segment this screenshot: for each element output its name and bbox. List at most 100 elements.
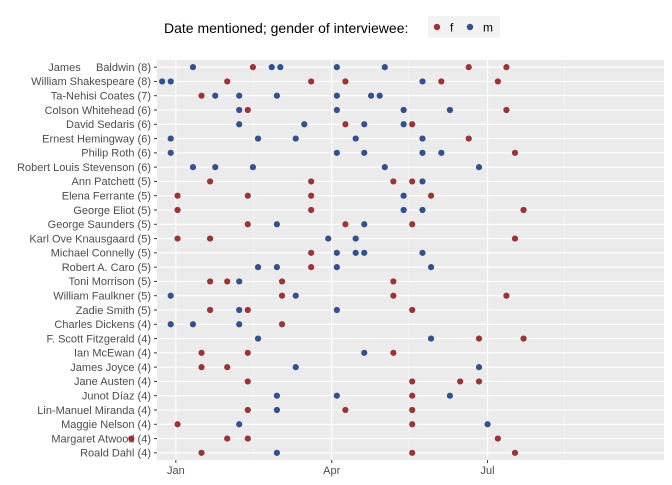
data-point-m bbox=[268, 64, 275, 71]
data-point-f bbox=[206, 306, 214, 314]
data-point-m bbox=[352, 249, 359, 256]
data-point-f bbox=[520, 206, 527, 214]
data-point-f bbox=[308, 78, 315, 85]
data-point-f bbox=[308, 178, 315, 185]
y-tick-label: Junot Díaz (4) bbox=[82, 391, 151, 403]
data-point-f bbox=[457, 378, 464, 385]
data-point-m bbox=[419, 249, 426, 256]
data-point-f bbox=[390, 292, 397, 299]
data-point-f bbox=[511, 235, 519, 242]
data-point-m bbox=[167, 149, 174, 156]
data-point-m bbox=[325, 235, 332, 242]
data-point-m bbox=[333, 149, 340, 156]
data-point-m bbox=[400, 206, 407, 214]
y-tick-label: Margaret Atwood (4) bbox=[51, 433, 151, 445]
data-point-m bbox=[236, 92, 243, 99]
data-point-m bbox=[273, 406, 280, 414]
data-point-m bbox=[333, 392, 340, 399]
data-point-f bbox=[174, 235, 181, 242]
data-point-m bbox=[167, 78, 174, 85]
data-point-m bbox=[400, 121, 407, 128]
data-point-m bbox=[236, 278, 243, 285]
data-point-m bbox=[419, 178, 426, 185]
data-point-m bbox=[292, 135, 299, 142]
legend: Date mentioned; gender of interviewee: f… bbox=[164, 16, 500, 38]
data-point-f bbox=[342, 121, 349, 128]
data-point-f bbox=[342, 221, 349, 228]
plot-panel bbox=[157, 60, 664, 460]
y-tick-label: Charles Dickens (4) bbox=[54, 319, 151, 331]
data-point-m bbox=[381, 64, 388, 71]
data-point-f bbox=[244, 349, 251, 356]
y-axis: James Baldwin (8) William Shakespeare (8)… bbox=[17, 62, 157, 460]
data-point-m bbox=[249, 164, 257, 171]
y-tick-label: Elena Ferrante (5) bbox=[62, 191, 151, 203]
data-point-m bbox=[427, 335, 435, 342]
legend-dot-f bbox=[433, 23, 441, 31]
data-point-f bbox=[390, 178, 397, 185]
data-point-f bbox=[249, 64, 257, 71]
y-tick-label: Lin-Manuel Miranda (4) bbox=[37, 405, 151, 417]
data-point-f bbox=[494, 435, 501, 442]
data-point-f bbox=[409, 449, 416, 456]
data-point-f bbox=[278, 278, 286, 285]
data-point-m bbox=[438, 149, 445, 156]
data-point-f bbox=[475, 335, 483, 342]
data-point-f bbox=[198, 449, 205, 456]
data-point-f bbox=[503, 106, 510, 114]
legend-label-f: f bbox=[450, 21, 454, 35]
data-point-f bbox=[224, 278, 231, 285]
data-point-f bbox=[511, 449, 519, 456]
data-point-m bbox=[333, 106, 340, 114]
legend-dot-m bbox=[466, 23, 474, 31]
data-point-m bbox=[273, 92, 280, 99]
data-point-f bbox=[409, 121, 416, 128]
data-point-f bbox=[278, 321, 286, 328]
y-tick-label: Robert Louis Stevenson (6) bbox=[17, 162, 151, 174]
data-point-f bbox=[409, 221, 416, 228]
data-point-f bbox=[409, 378, 416, 385]
data-point-m bbox=[236, 306, 243, 314]
y-tick-label: Karl Ove Knausgaard (5) bbox=[29, 233, 151, 245]
x-tick-label: Apr bbox=[323, 465, 340, 477]
data-point-m bbox=[352, 235, 359, 242]
legend-title: Date mentioned; gender of interviewee: bbox=[164, 20, 408, 36]
y-tick-label: Toni Morrison (5) bbox=[68, 276, 151, 288]
data-point-f bbox=[206, 235, 214, 242]
data-point-f bbox=[198, 349, 205, 356]
data-point-m bbox=[361, 149, 368, 156]
y-tick-label: George Eliot (5) bbox=[73, 205, 151, 217]
data-point-m bbox=[381, 164, 388, 171]
data-point-m bbox=[475, 164, 483, 171]
data-point-f bbox=[475, 378, 483, 385]
data-point-m bbox=[189, 64, 197, 71]
legend-label-m: m bbox=[483, 21, 493, 35]
data-point-f bbox=[198, 92, 205, 99]
data-point-m bbox=[292, 292, 299, 299]
data-point-m bbox=[301, 121, 308, 128]
data-point-f bbox=[465, 135, 472, 142]
data-point-f bbox=[174, 421, 181, 428]
data-point-f bbox=[244, 106, 251, 114]
data-point-m bbox=[212, 164, 219, 171]
data-point-m bbox=[236, 321, 243, 328]
data-point-f bbox=[244, 306, 251, 314]
data-point-f bbox=[342, 78, 349, 85]
data-point-f bbox=[244, 378, 251, 385]
data-point-f bbox=[503, 64, 510, 71]
y-tick-label: Colson Whitehead (6) bbox=[45, 105, 151, 117]
data-point-f bbox=[409, 306, 416, 314]
data-point-m bbox=[400, 192, 407, 199]
data-point-m bbox=[475, 364, 483, 371]
data-point-f bbox=[174, 192, 181, 199]
data-point-f bbox=[244, 192, 251, 199]
data-point-f bbox=[224, 364, 231, 371]
y-tick-label: James Baldwin (8) bbox=[48, 62, 151, 74]
data-points bbox=[128, 64, 527, 456]
data-point-f bbox=[409, 178, 416, 185]
data-point-m bbox=[189, 164, 197, 171]
data-point-m bbox=[419, 135, 426, 142]
y-tick-label: William Faulkner (5) bbox=[53, 291, 151, 303]
data-point-m bbox=[361, 221, 368, 228]
data-point-m bbox=[292, 364, 299, 371]
